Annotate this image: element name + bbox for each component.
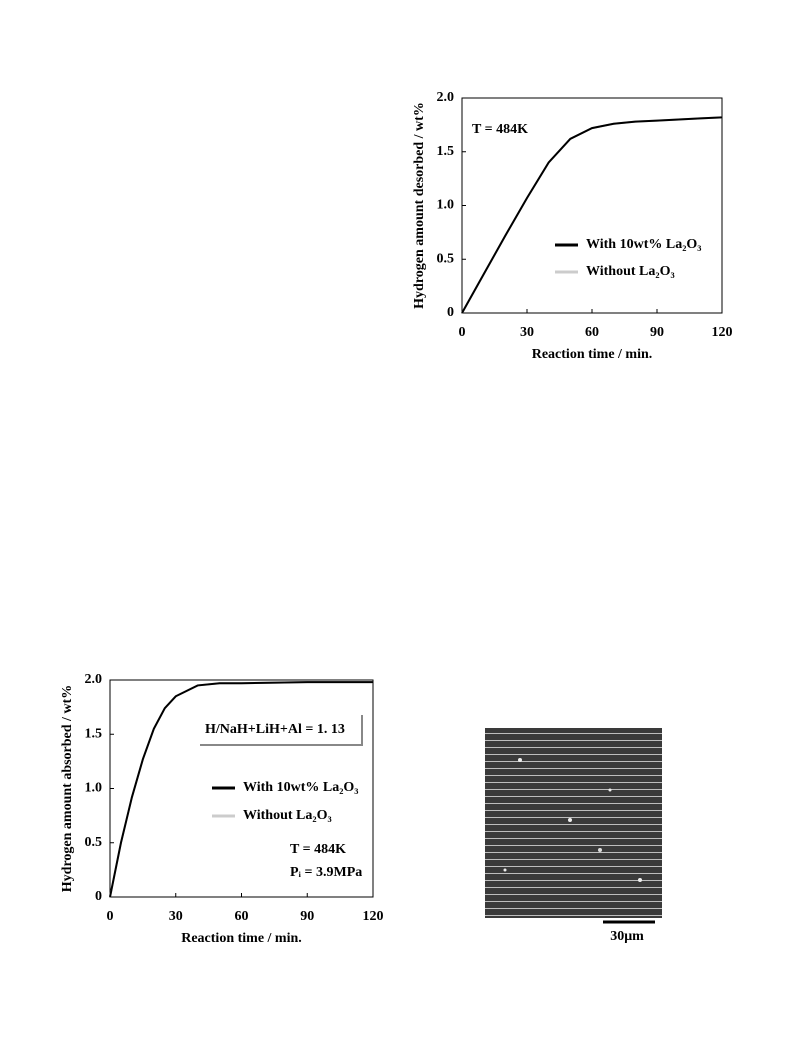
legend-label: With 10wt% La₂O₃ [243,780,358,795]
x-tick-label: 0 [107,909,114,924]
x-tick-label: 60 [235,909,249,924]
y-tick-label: 0.5 [437,251,455,266]
data-line [461,116,723,314]
x-tick-label: 90 [300,909,314,924]
data-line [109,681,373,898]
y-axis-label: Hydrogen amount absorbed / wt% [60,685,75,892]
inset-trace [200,715,363,746]
data-line [461,116,723,314]
y-tick-label: 0.5 [85,835,103,850]
sem-image [485,728,662,918]
y-tick-label: 1.5 [437,144,455,159]
annotation: T = 484K [290,842,346,857]
y-tick-label: 1.0 [437,198,455,213]
x-tick-label: 30 [169,909,183,924]
x-axis-label: Reaction time / min. [181,931,302,946]
x-tick-label: 60 [585,325,599,340]
legend-label: Without La₂O₃ [243,808,332,823]
x-tick-label: 30 [520,325,534,340]
x-tick-label: 120 [363,909,384,924]
x-tick-label: 0 [459,325,466,340]
scale-label: 30μm [610,929,644,944]
y-tick-label: 1.0 [85,781,103,796]
y-axis-label: Hydrogen amount desorbed / wt% [412,102,427,309]
legend-label: Without La₂O₃ [586,264,675,279]
annotation: T = 484K [472,122,528,137]
y-tick-label: 0 [95,889,102,904]
y-tick-label: 1.5 [85,726,103,741]
x-tick-label: 90 [650,325,664,340]
legend-label: With 10wt% La₂O₃ [586,237,701,252]
y-tick-label: 0 [447,305,454,320]
y-tick-label: 2.0 [437,90,455,105]
annotation: H/NaH+LiH+Al = 1. 13 [205,722,345,737]
x-tick-label: 120 [712,325,733,340]
x-axis-label: Reaction time / min. [532,347,653,362]
y-tick-label: 2.0 [85,672,103,687]
annotation: Pᵢ = 3.9MPa [290,865,362,880]
